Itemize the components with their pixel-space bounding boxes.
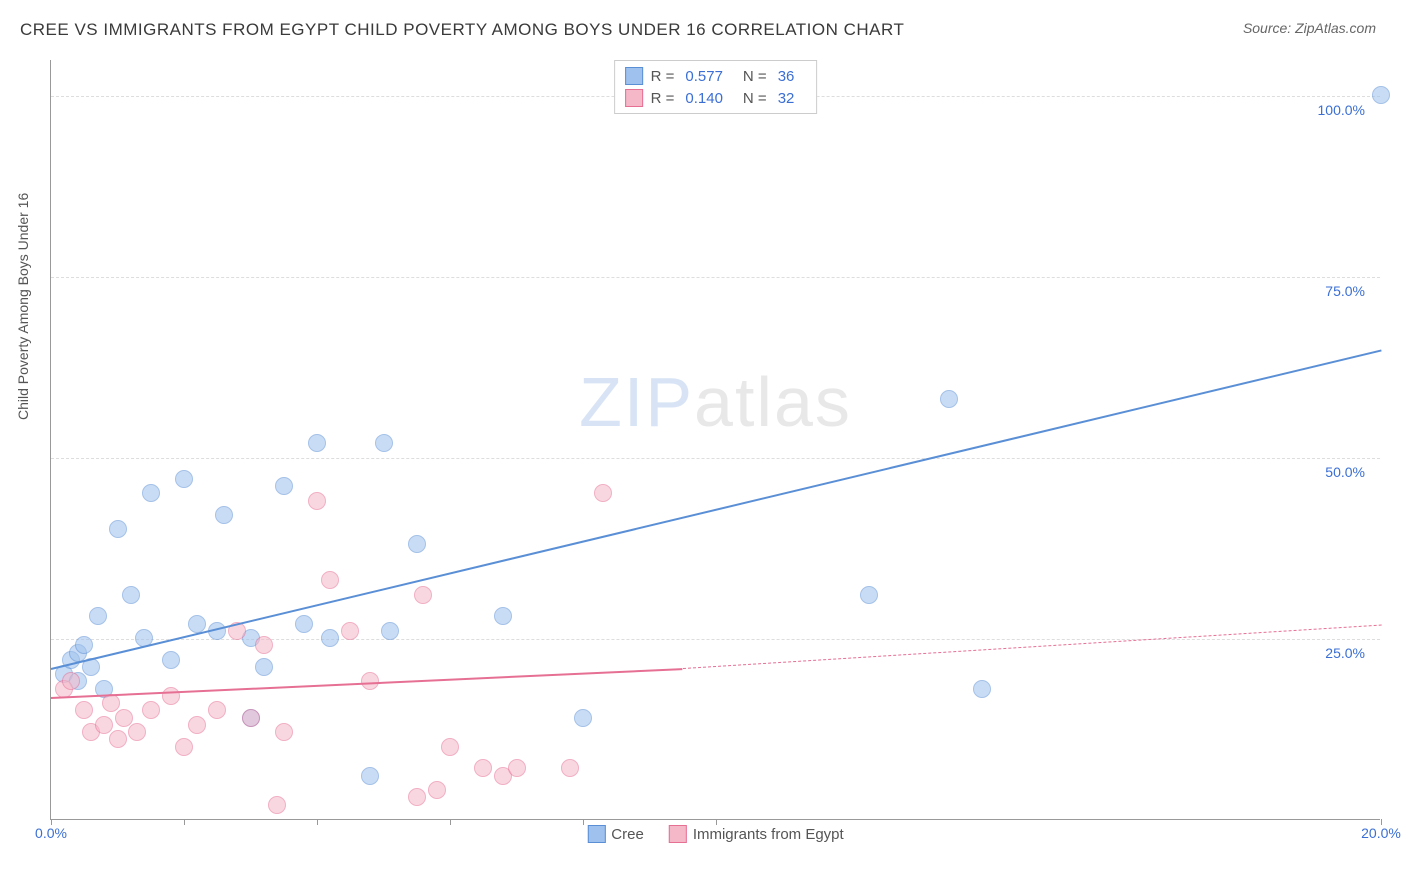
data-point	[295, 615, 313, 633]
data-point	[162, 651, 180, 669]
data-point	[142, 701, 160, 719]
data-point	[494, 607, 512, 625]
legend-swatch	[587, 825, 605, 843]
data-point	[75, 701, 93, 719]
data-point	[75, 636, 93, 654]
legend-label: Cree	[611, 826, 644, 843]
watermark: ZIPatlas	[579, 362, 852, 442]
data-point	[175, 470, 193, 488]
x-tick	[716, 819, 717, 825]
data-point	[1372, 86, 1390, 104]
data-point	[62, 672, 80, 690]
legend-r-label: R =	[651, 68, 675, 85]
legend-r-value: 0.140	[685, 90, 723, 107]
data-point	[860, 586, 878, 604]
data-point	[109, 730, 127, 748]
data-point	[122, 586, 140, 604]
x-tick	[184, 819, 185, 825]
data-point	[474, 759, 492, 777]
data-point	[268, 796, 286, 814]
data-point	[175, 738, 193, 756]
legend-n-label: N =	[743, 90, 767, 107]
data-point	[215, 506, 233, 524]
data-point	[341, 622, 359, 640]
data-point	[128, 723, 146, 741]
data-point	[375, 434, 393, 452]
x-tick-label: 0.0%	[35, 825, 67, 841]
data-point	[381, 622, 399, 640]
data-point	[308, 434, 326, 452]
y-tick-label: 50.0%	[1325, 464, 1365, 480]
legend-swatch	[669, 825, 687, 843]
legend-n-value: 36	[778, 68, 795, 85]
data-point	[414, 586, 432, 604]
data-point	[561, 759, 579, 777]
data-point	[208, 701, 226, 719]
data-point	[361, 767, 379, 785]
legend-row: R = 0.577 N = 36	[625, 65, 807, 87]
trend-line	[51, 350, 1381, 670]
x-tick	[450, 819, 451, 825]
x-tick	[317, 819, 318, 825]
data-point	[574, 709, 592, 727]
data-point	[255, 636, 273, 654]
data-point	[408, 788, 426, 806]
data-point	[940, 390, 958, 408]
gridline	[51, 458, 1380, 459]
data-point	[428, 781, 446, 799]
data-point	[321, 571, 339, 589]
legend-r-label: R =	[651, 90, 675, 107]
data-point	[973, 680, 991, 698]
data-point	[188, 716, 206, 734]
data-point	[321, 629, 339, 647]
data-point	[102, 694, 120, 712]
legend-swatch	[625, 67, 643, 85]
y-axis-label: Child Poverty Among Boys Under 16	[15, 193, 31, 420]
data-point	[594, 484, 612, 502]
data-point	[275, 477, 293, 495]
data-point	[308, 492, 326, 510]
data-point	[89, 607, 107, 625]
gridline	[51, 277, 1380, 278]
legend-n-label: N =	[743, 68, 767, 85]
source-label: Source: ZipAtlas.com	[1243, 20, 1376, 36]
legend-n-value: 32	[778, 90, 795, 107]
trend-line	[683, 625, 1381, 669]
y-tick-label: 75.0%	[1325, 283, 1365, 299]
data-point	[255, 658, 273, 676]
data-point	[109, 520, 127, 538]
x-tick	[583, 819, 584, 825]
data-point	[441, 738, 459, 756]
legend-r-value: 0.577	[685, 68, 723, 85]
y-tick-label: 100.0%	[1318, 102, 1365, 118]
data-point	[162, 687, 180, 705]
data-point	[142, 484, 160, 502]
data-point	[95, 716, 113, 734]
y-tick-label: 25.0%	[1325, 645, 1365, 661]
scatter-chart: ZIPatlas R =0.577N =36R =0.140N =32 Cree…	[50, 60, 1380, 820]
series-legend: Cree Immigrants from Egypt	[587, 825, 843, 843]
legend-item: Immigrants from Egypt	[669, 825, 844, 843]
chart-title: CREE VS IMMIGRANTS FROM EGYPT CHILD POVE…	[20, 20, 904, 40]
data-point	[408, 535, 426, 553]
data-point	[508, 759, 526, 777]
legend-label: Immigrants from Egypt	[693, 826, 844, 843]
legend-swatch	[625, 89, 643, 107]
data-point	[115, 709, 133, 727]
data-point	[242, 709, 260, 727]
correlation-legend: R = 0.577 N = 36 R = 0.140 N = 32	[614, 60, 818, 114]
data-point	[275, 723, 293, 741]
x-tick-label: 20.0%	[1361, 825, 1401, 841]
legend-item: Cree	[587, 825, 644, 843]
legend-row: R = 0.140 N = 32	[625, 87, 807, 109]
data-point	[188, 615, 206, 633]
